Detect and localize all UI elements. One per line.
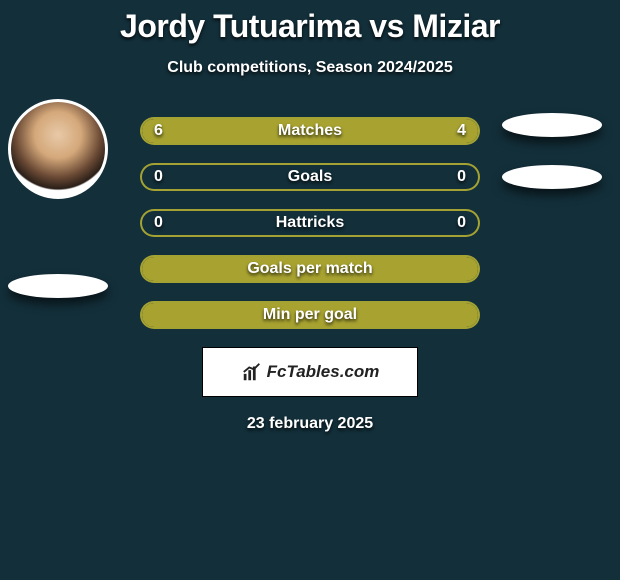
bar-label: Min per goal: [142, 303, 478, 327]
player-left: [8, 99, 108, 298]
chart-icon: [241, 361, 263, 383]
bar-label: Goals: [142, 165, 478, 189]
bar-label: Hattricks: [142, 211, 478, 235]
player-left-shadow: [8, 274, 108, 298]
bar-label: Matches: [142, 119, 478, 143]
stat-bar: 00Hattricks: [140, 209, 480, 237]
chart-title: Jordy Tutuarima vs Miziar: [0, 0, 620, 45]
stat-bar: Min per goal: [140, 301, 480, 329]
player-right-shadow-1: [502, 113, 602, 137]
date-text: 23 february 2025: [0, 415, 620, 433]
player-right: [502, 99, 602, 189]
stat-bar: Goals per match: [140, 255, 480, 283]
stat-bar: 00Goals: [140, 163, 480, 191]
stat-bar: 64Matches: [140, 117, 480, 145]
player-right-shadow-2: [502, 165, 602, 189]
bar-label: Goals per match: [142, 257, 478, 281]
chart-area: 64Matches 00Goals 00Hattricks Goals per mat…: [0, 117, 620, 329]
player-left-avatar: [8, 99, 108, 199]
stat-bars: 64Matches 00Goals 00Hattricks Goals per mat…: [140, 117, 480, 329]
brand-text: FcTables.com: [267, 362, 380, 382]
brand-box: FcTables.com: [202, 347, 418, 397]
chart-subtitle: Club competitions, Season 2024/2025: [0, 59, 620, 77]
